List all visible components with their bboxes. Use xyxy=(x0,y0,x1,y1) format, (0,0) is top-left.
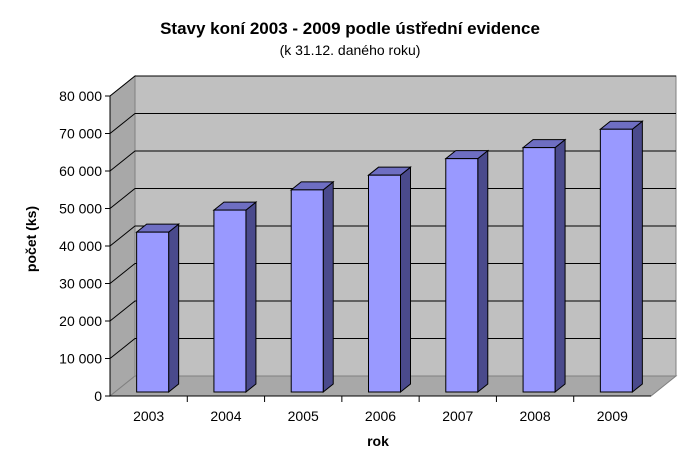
x-tick-label: 2009 xyxy=(597,408,628,424)
x-tick-label: 2005 xyxy=(288,408,319,424)
gridline xyxy=(109,150,676,172)
bar-side-face xyxy=(554,138,566,394)
bar-side-face xyxy=(245,201,257,394)
bar-side-face xyxy=(322,180,334,394)
y-tick-label: 40 000 xyxy=(59,238,102,254)
bar-side-face xyxy=(631,120,643,394)
bar xyxy=(213,209,247,393)
x-tick-label: 2008 xyxy=(519,408,550,424)
chart-subtitle: (k 31.12. daného roku) xyxy=(280,42,421,58)
bar xyxy=(445,158,479,393)
y-tick-label: 50 000 xyxy=(59,201,102,217)
bar xyxy=(522,147,556,393)
gridline xyxy=(109,338,676,359)
gridline xyxy=(109,263,676,284)
gridline xyxy=(109,300,676,322)
y-axis-label: počet (ks) xyxy=(23,206,39,272)
plot-area: 0 10 000 20 000 30 000 40 000 50 000 60 000 70 … xyxy=(59,74,678,424)
y-tick-label: 30 000 xyxy=(59,276,102,292)
y-tick-label: 60 000 xyxy=(59,163,102,179)
y-tick-label: 0 xyxy=(94,388,102,404)
gridline xyxy=(109,188,676,209)
bar xyxy=(290,189,324,393)
bar xyxy=(368,174,401,393)
chart-title: Stavy koní 2003 - 2009 podle ústřední ev… xyxy=(160,19,540,38)
bar xyxy=(136,231,170,393)
x-tick-label: 2007 xyxy=(442,408,473,424)
x-tick-label: 2004 xyxy=(210,408,241,424)
x-axis-label: rok xyxy=(367,433,389,449)
x-tick-label: 2003 xyxy=(133,408,164,424)
bar xyxy=(599,128,633,393)
y-tick-label: 20 000 xyxy=(59,313,102,329)
bar-side-face xyxy=(168,223,180,394)
bar-side-face xyxy=(400,166,411,394)
y-tick-label: 80 000 xyxy=(59,88,102,104)
gridline xyxy=(109,113,676,134)
gridline xyxy=(109,225,676,247)
x-tick-label: 2006 xyxy=(365,408,396,424)
bar-side-face xyxy=(477,149,489,394)
y-tick-label: 70 000 xyxy=(59,126,102,142)
gridline xyxy=(109,75,676,97)
y-tick-label: 10 000 xyxy=(59,351,102,367)
